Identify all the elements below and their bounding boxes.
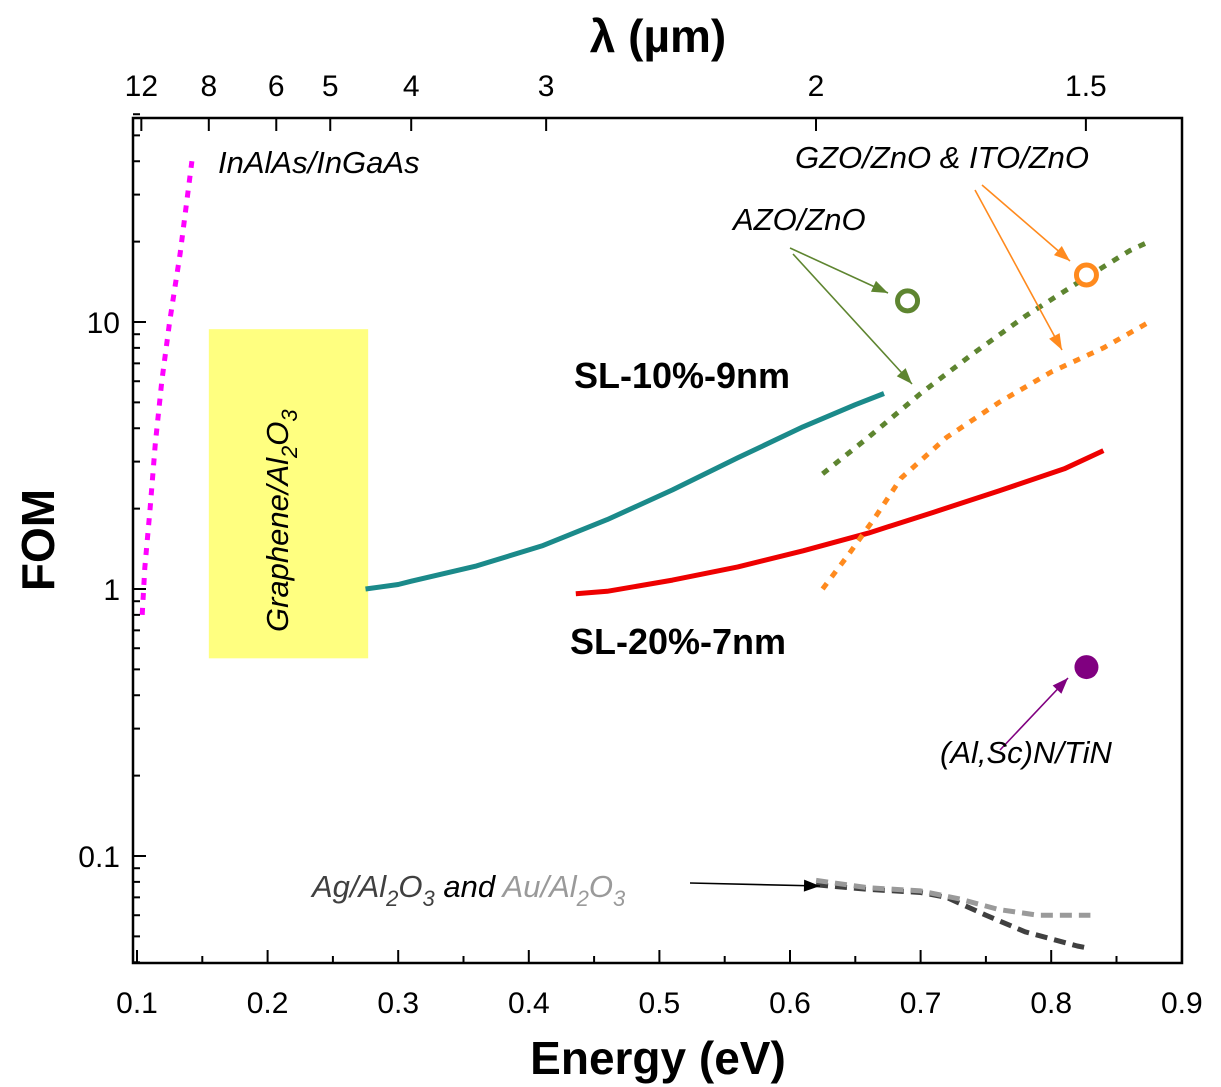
x-tick-label-6: 0.7 [900, 987, 942, 1020]
x-tick-label-4: 0.5 [639, 987, 681, 1020]
series-layer [139, 160, 1151, 952]
top-tick-label-7: 1.5 [1065, 70, 1107, 103]
top-tick-label-1: 8 [200, 70, 217, 103]
x-tick-label-8: 0.9 [1161, 987, 1203, 1020]
top-tick-label-4: 4 [403, 70, 420, 103]
ag-sub-2: 2 [385, 886, 398, 911]
y-tick-label-2: 10 [87, 307, 120, 340]
series-line-6 [815, 877, 1091, 918]
graphene-label: Graphene/Al2O3 [260, 409, 302, 632]
plot-frame [131, 116, 1184, 965]
azo-arrow-point-shaft [789, 247, 889, 294]
x-tick-label-2: 0.3 [377, 987, 419, 1020]
top-tick-label-2: 6 [268, 70, 285, 103]
sl20-label: SL-20%-7nm [570, 621, 786, 662]
and-text: and [435, 869, 503, 904]
ag-main: Ag/Al [310, 869, 387, 904]
gzo-arrow-point-head [1053, 246, 1070, 261]
top-tick-label-6: 2 [808, 70, 825, 103]
axis-ticks: 0.1 0.2 0.3 0.4 0.5 0.6 0.7 0.8 0.9 0.1 1 10 12 8 6 5 4 3… [78, 70, 1202, 1020]
graphene-sub-3: 3 [277, 409, 302, 422]
point-markers [895, 262, 1099, 680]
top-tick-label-0: 12 [125, 70, 158, 103]
ag-au-arrow-head [803, 879, 820, 892]
series-line-0 [365, 391, 885, 592]
sl10-label: SL-10%-9nm [574, 355, 790, 396]
alsc-arrow-head [1052, 678, 1068, 694]
azo-label: AZO/ZnO [731, 202, 866, 237]
gzo-arrow-point-shaft [981, 184, 1071, 262]
au-sub-2: 2 [576, 886, 589, 911]
x-axis-title: Energy (eV) [530, 1032, 786, 1084]
top-axis-title: λ (µm) [590, 10, 726, 62]
gzo-arrow-line-shaft [974, 189, 1063, 351]
series-line-1 [575, 448, 1105, 597]
azo-arrow-point-head [870, 280, 888, 293]
alsc-arrow-shaft [999, 677, 1069, 751]
x-tick-label-3: 0.4 [508, 987, 550, 1020]
x-tick-label-0: 0.1 [116, 987, 158, 1020]
top-tick-label-5: 3 [538, 70, 555, 103]
inalas-label: InAlAs/InGaAs [218, 145, 420, 180]
data-point-2 [1074, 655, 1099, 680]
y-tick-label-1: 1 [103, 574, 120, 607]
annotation-arrows [689, 184, 1071, 892]
x-tick-label-1: 0.2 [247, 987, 289, 1020]
gzo-arrow-line-head [1049, 333, 1062, 350]
ag-au-label: Ag/Al2O3 and Au/Al2O3 [310, 869, 626, 911]
azo-arrow-line-head [896, 368, 912, 384]
top-tick-label-3: 5 [322, 70, 339, 103]
data-point-0 [895, 288, 921, 314]
au-sub-3: 3 [613, 886, 626, 911]
x-tick-label-5: 0.6 [769, 987, 811, 1020]
azo-arrow-line-shaft [792, 253, 913, 385]
au-main: Au/Al [501, 869, 578, 904]
ag-sub-3: 3 [422, 886, 435, 911]
series-line-3 [821, 239, 1151, 476]
au-o: O [589, 869, 613, 904]
data-point-1 [1073, 262, 1099, 288]
alsc-label: (Al,Sc)N/TiN [940, 735, 1113, 770]
graphene-o: O [260, 422, 295, 446]
graphene-main: Graphene/Al [260, 457, 295, 632]
graphene-shaded-region [208, 329, 369, 659]
series-line-2 [139, 160, 195, 616]
ag-au-arrow-shaft [689, 882, 821, 887]
y-tick-label-0: 0.1 [78, 841, 120, 874]
x-tick-label-7: 0.8 [1030, 987, 1072, 1020]
ag-o: O [398, 869, 422, 904]
graphene-sub-2: 2 [277, 446, 302, 459]
y-axis-title: FOM [12, 489, 64, 591]
gzo-label: GZO/ZnO & ITO/ZnO [795, 140, 1089, 175]
series-line-4 [820, 319, 1151, 591]
